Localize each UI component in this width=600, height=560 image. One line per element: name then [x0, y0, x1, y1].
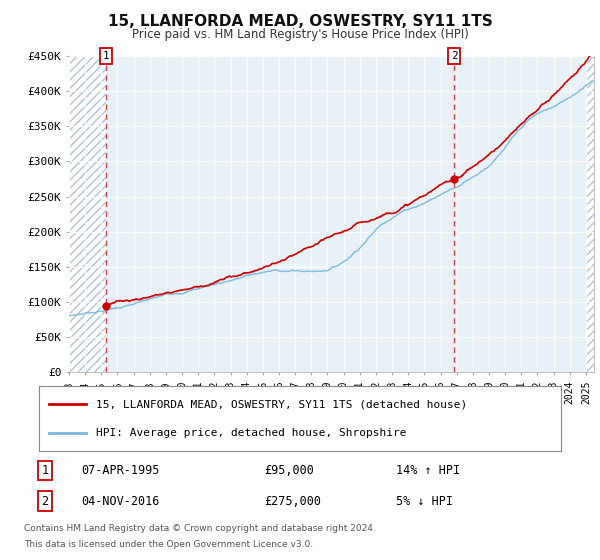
- Text: £275,000: £275,000: [264, 494, 321, 508]
- Text: £95,000: £95,000: [264, 464, 314, 477]
- Text: HPI: Average price, detached house, Shropshire: HPI: Average price, detached house, Shro…: [97, 428, 407, 438]
- Text: 2: 2: [451, 51, 457, 61]
- Text: 1: 1: [41, 464, 49, 477]
- Text: 5% ↓ HPI: 5% ↓ HPI: [396, 494, 453, 508]
- Text: 04-NOV-2016: 04-NOV-2016: [81, 494, 160, 508]
- Text: Price paid vs. HM Land Registry's House Price Index (HPI): Price paid vs. HM Land Registry's House …: [131, 28, 469, 41]
- Text: 15, LLANFORDA MEAD, OSWESTRY, SY11 1TS (detached house): 15, LLANFORDA MEAD, OSWESTRY, SY11 1TS (…: [97, 399, 467, 409]
- Text: 07-APR-1995: 07-APR-1995: [81, 464, 160, 477]
- Text: Contains HM Land Registry data © Crown copyright and database right 2024.: Contains HM Land Registry data © Crown c…: [24, 524, 376, 533]
- Text: 14% ↑ HPI: 14% ↑ HPI: [396, 464, 460, 477]
- Text: 15, LLANFORDA MEAD, OSWESTRY, SY11 1TS: 15, LLANFORDA MEAD, OSWESTRY, SY11 1TS: [107, 14, 493, 29]
- Text: This data is licensed under the Open Government Licence v3.0.: This data is licensed under the Open Gov…: [24, 540, 313, 549]
- Text: 2: 2: [41, 494, 49, 508]
- Text: 1: 1: [102, 51, 109, 61]
